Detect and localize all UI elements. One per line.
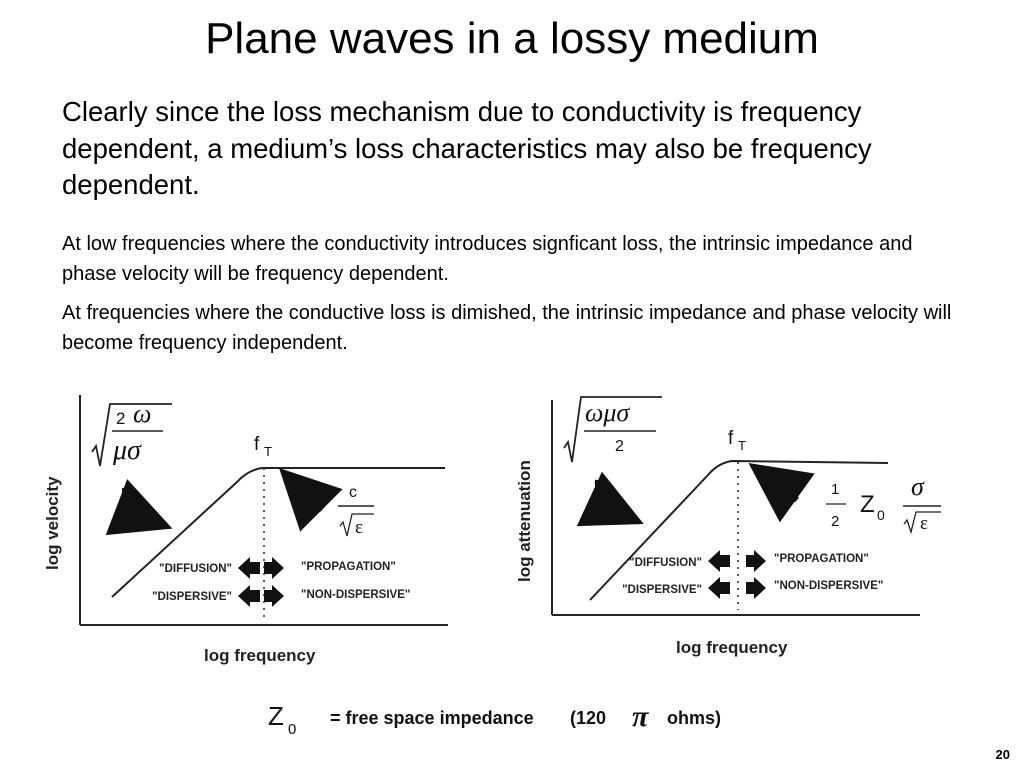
high-frequency-curved-arrow-icon bbox=[748, 463, 815, 523]
svg-text:1: 1 bbox=[831, 481, 839, 498]
slide-title: Plane waves in a lossy medium bbox=[205, 14, 819, 63]
transition-frequency-label: f T bbox=[254, 434, 272, 459]
non-dispersive-tag: "NON-DISPERSIVE" bbox=[301, 589, 410, 601]
arrow-left-icon bbox=[708, 577, 730, 599]
svg-text:0: 0 bbox=[877, 507, 885, 523]
svg-text:f: f bbox=[728, 428, 734, 449]
slide-number: 20 bbox=[995, 747, 1010, 762]
svg-text:ω: ω bbox=[133, 399, 151, 428]
y-axis-label: log attenuation bbox=[515, 460, 534, 582]
dispersive-tag: "DISPERSIVE" bbox=[152, 591, 232, 603]
low-frequency-attenuation-formula: ωμσ 2 bbox=[563, 396, 662, 463]
svg-text:ε: ε bbox=[920, 513, 928, 534]
svg-text:2: 2 bbox=[116, 409, 125, 428]
low-frequency-curved-arrow-icon bbox=[105, 479, 173, 536]
svg-text:= free space impedance: = free space impedance bbox=[330, 708, 534, 728]
y-axis-label: log velocity bbox=[43, 476, 62, 570]
svg-text:f: f bbox=[254, 434, 260, 455]
svg-text:c: c bbox=[349, 484, 357, 501]
diffusion-tag: "DIFFUSION" bbox=[629, 557, 702, 569]
svg-text:Z: Z bbox=[268, 701, 284, 731]
svg-text:Z: Z bbox=[860, 491, 875, 518]
low-frequency-curved-arrow-icon bbox=[576, 471, 644, 527]
velocity-diagram: log velocity log frequency f T 2 ω μσ c … bbox=[43, 395, 448, 665]
svg-text:ε: ε bbox=[355, 517, 363, 538]
arrow-left-icon bbox=[238, 557, 260, 579]
x-axis-label: log frequency bbox=[676, 638, 788, 657]
svg-text:μσ: μσ bbox=[112, 435, 142, 466]
arrow-left-icon bbox=[708, 550, 730, 572]
svg-text:ohms): ohms) bbox=[667, 708, 721, 728]
svg-text:T: T bbox=[738, 438, 746, 453]
velocity-curve bbox=[111, 467, 445, 598]
low-frequency-paragraph: At low frequencies where the conductivit… bbox=[62, 233, 913, 285]
lead-paragraph: Clearly since the loss mechanism due to … bbox=[62, 96, 872, 201]
arrow-right-icon bbox=[264, 557, 284, 579]
svg-text:0: 0 bbox=[288, 721, 296, 738]
attenuation-curve bbox=[589, 459, 889, 601]
svg-text:ωμσ: ωμσ bbox=[585, 398, 630, 427]
diffusion-tag: "DIFFUSION" bbox=[159, 563, 232, 575]
arrow-right-icon bbox=[746, 577, 766, 599]
transition-frequency-label: f T bbox=[728, 428, 746, 453]
high-frequency-velocity-formula: c ε bbox=[338, 484, 374, 538]
svg-text:σ: σ bbox=[911, 472, 925, 501]
propagation-tag: "PROPAGATION" bbox=[301, 561, 396, 573]
arrow-left-icon bbox=[238, 585, 260, 607]
propagation-tag: "PROPAGATION" bbox=[774, 553, 869, 565]
free-space-impedance-note: Z 0 = free space impedance (120 π ohms) bbox=[268, 700, 721, 738]
svg-text:2: 2 bbox=[615, 438, 624, 455]
dispersive-tag: "DISPERSIVE" bbox=[622, 584, 702, 596]
high-frequency-attenuation-formula: 1 2 Z 0 σ ε bbox=[826, 472, 941, 535]
svg-text:2: 2 bbox=[831, 513, 839, 530]
high-frequency-paragraph: At frequencies where the conductive loss… bbox=[62, 302, 952, 354]
x-axis-label: log frequency bbox=[204, 646, 316, 665]
non-dispersive-tag: "NON-DISPERSIVE" bbox=[774, 580, 883, 592]
svg-text:(120: (120 bbox=[570, 708, 606, 728]
arrow-right-icon bbox=[264, 585, 284, 607]
svg-text:T: T bbox=[264, 444, 272, 459]
svg-text:π: π bbox=[632, 700, 649, 733]
low-frequency-velocity-formula: 2 ω μσ bbox=[91, 399, 172, 467]
arrow-right-icon bbox=[746, 550, 766, 572]
attenuation-diagram: log attenuation log frequency f T ωμσ 2 … bbox=[515, 396, 941, 657]
high-frequency-curved-arrow-icon bbox=[279, 468, 343, 532]
